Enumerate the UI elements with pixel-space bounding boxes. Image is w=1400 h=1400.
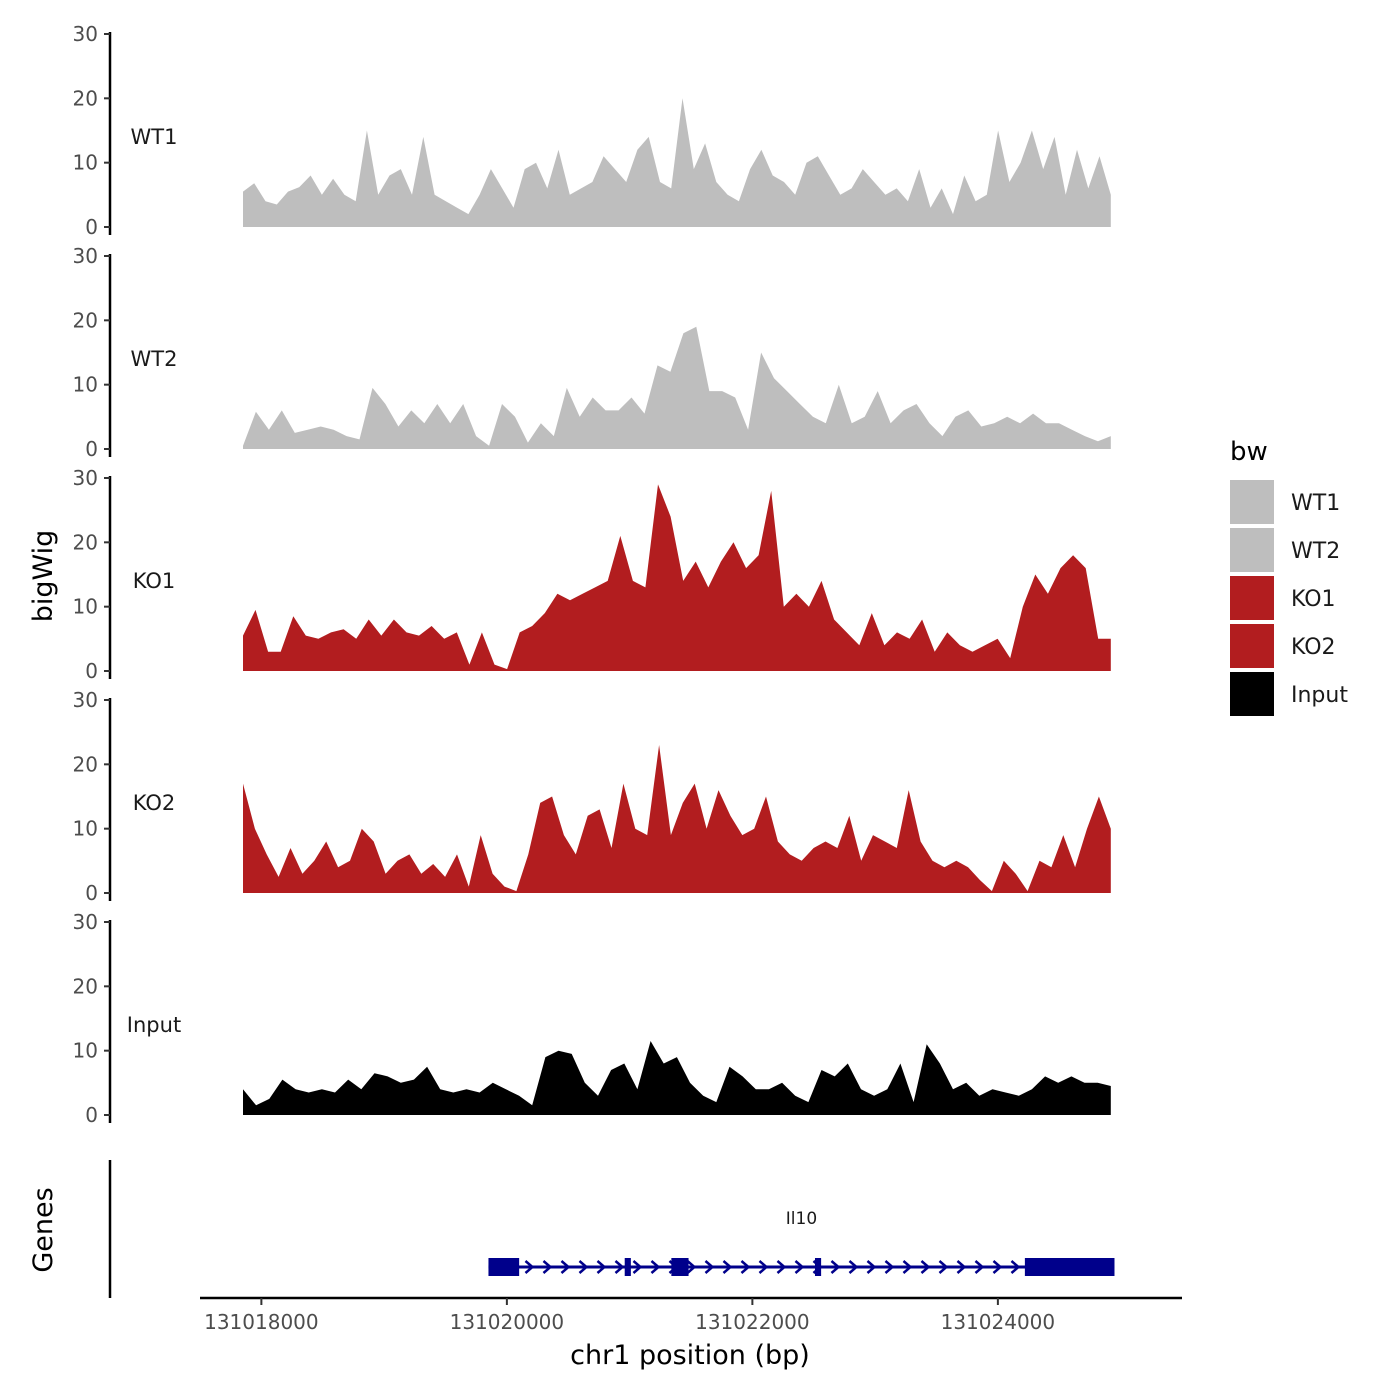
strand-arrow xyxy=(596,1260,607,1274)
track-wt2: 0 10 20 30 WT2 xyxy=(73,244,1111,461)
gene-exon xyxy=(488,1258,520,1276)
legend-label: WT2 xyxy=(1291,539,1340,564)
y-tick-label: 30 xyxy=(73,688,98,712)
strand-arrow xyxy=(830,1260,841,1274)
legend-item-ko2: KO2 xyxy=(1230,624,1336,668)
x-tick-label: 131022000 xyxy=(695,1310,810,1334)
y-tick-label: 30 xyxy=(73,466,98,490)
y-tick-label: 10 xyxy=(73,151,98,175)
legend-item-wt1: WT1 xyxy=(1230,480,1340,524)
strand-arrow xyxy=(686,1260,697,1274)
y-tick-label: 30 xyxy=(73,22,98,46)
legend-label: KO2 xyxy=(1291,635,1336,660)
y-tick-label: 10 xyxy=(73,595,98,619)
strand-arrow xyxy=(722,1260,733,1274)
legend-key xyxy=(1230,480,1274,524)
strand-arrow xyxy=(866,1260,877,1274)
legend-key xyxy=(1230,672,1274,716)
strand-arrow xyxy=(542,1260,553,1274)
y-tick-label: 0 xyxy=(85,659,98,683)
strand-arrow xyxy=(902,1260,913,1274)
strand-arrow xyxy=(578,1260,589,1274)
y-tick-label: 20 xyxy=(73,86,98,110)
strand-arrow xyxy=(974,1260,985,1274)
legend: bw WT1 WT2 KO1 KO2 Input xyxy=(1230,437,1348,716)
y-tick-label: 20 xyxy=(73,530,98,554)
x-tick-label: 131018000 xyxy=(204,1310,319,1334)
strand-arrow xyxy=(938,1260,949,1274)
track-ko2: 0 10 20 30 KO2 xyxy=(73,688,1111,905)
track-wt1: 0 10 20 30 WT1 xyxy=(73,22,1111,239)
strand-arrow xyxy=(884,1260,895,1274)
x-tick-label: 131024000 xyxy=(941,1310,1056,1334)
coverage-area xyxy=(243,745,1111,893)
y-tick-label: 20 xyxy=(73,752,98,776)
x-axis-title: chr1 position (bp) xyxy=(570,1340,810,1371)
track-label: WT1 xyxy=(131,125,178,149)
strand-arrow xyxy=(758,1260,769,1274)
strand-arrow xyxy=(794,1260,805,1274)
coverage-area xyxy=(243,326,1111,449)
y-tick-label: 30 xyxy=(73,244,98,268)
genes-axis-title: Genes xyxy=(28,1187,59,1272)
gene-exon xyxy=(814,1258,822,1276)
legend-label: Input xyxy=(1291,683,1348,708)
strand-arrow xyxy=(1010,1260,1021,1274)
strand-arrow xyxy=(920,1260,931,1274)
legend-key xyxy=(1230,528,1274,572)
legend-item-input: Input xyxy=(1230,672,1348,716)
legend-item-ko1: KO1 xyxy=(1230,576,1336,620)
gene-exon xyxy=(1024,1258,1115,1276)
strand-arrow xyxy=(992,1260,1003,1274)
strand-arrow xyxy=(614,1260,625,1274)
coverage-area xyxy=(243,1041,1111,1115)
strand-arrow xyxy=(776,1260,787,1274)
coverage-area xyxy=(243,98,1111,227)
legend-title: bw xyxy=(1230,437,1268,467)
legend-item-wt2: WT2 xyxy=(1230,528,1340,572)
coverage-area xyxy=(243,484,1111,671)
legend-label: KO1 xyxy=(1291,587,1336,612)
strand-arrow xyxy=(650,1260,661,1274)
track-input: 0 10 20 30 Input xyxy=(73,910,1111,1127)
y-tick-label: 0 xyxy=(85,881,98,905)
gene-exon xyxy=(624,1258,631,1276)
x-tick-label: 131020000 xyxy=(450,1310,565,1334)
legend-key xyxy=(1230,624,1274,668)
legend-key xyxy=(1230,576,1274,620)
y-axis-title: bigWig xyxy=(28,530,59,623)
y-tick-label: 20 xyxy=(73,308,98,332)
track-label: KO1 xyxy=(133,569,176,593)
gene-label: Il10 xyxy=(786,1209,817,1229)
genes-panel: Il10 xyxy=(108,1160,1115,1298)
y-tick-label: 0 xyxy=(85,1103,98,1127)
strand-arrow xyxy=(740,1260,751,1274)
y-tick-label: 10 xyxy=(73,817,98,841)
strand-arrow xyxy=(956,1260,967,1274)
coverage-panels: 0 10 20 30 WT1 0 10 20 30 WT2 0 10 20 30 KO1 0 10 20 30 KO2… xyxy=(73,22,1111,1127)
y-tick-label: 10 xyxy=(73,373,98,397)
strand-arrow xyxy=(524,1260,535,1274)
y-tick-label: 0 xyxy=(85,215,98,239)
track-ko1: 0 10 20 30 KO1 xyxy=(73,466,1111,683)
strand-arrow xyxy=(632,1260,643,1274)
strand-arrow xyxy=(704,1260,715,1274)
strand-arrow xyxy=(560,1260,571,1274)
x-axis: 131018000 131020000 131022000 131024000 xyxy=(200,1296,1182,1334)
y-tick-label: 0 xyxy=(85,437,98,461)
gene-exon xyxy=(671,1258,689,1276)
y-tick-label: 30 xyxy=(73,910,98,934)
track-label: Input xyxy=(127,1013,181,1037)
y-tick-label: 20 xyxy=(73,974,98,998)
track-label: KO2 xyxy=(133,791,176,815)
legend-label: WT1 xyxy=(1291,491,1340,516)
y-tick-label: 10 xyxy=(73,1039,98,1063)
strand-arrow xyxy=(848,1260,859,1274)
track-label: WT2 xyxy=(131,347,178,371)
